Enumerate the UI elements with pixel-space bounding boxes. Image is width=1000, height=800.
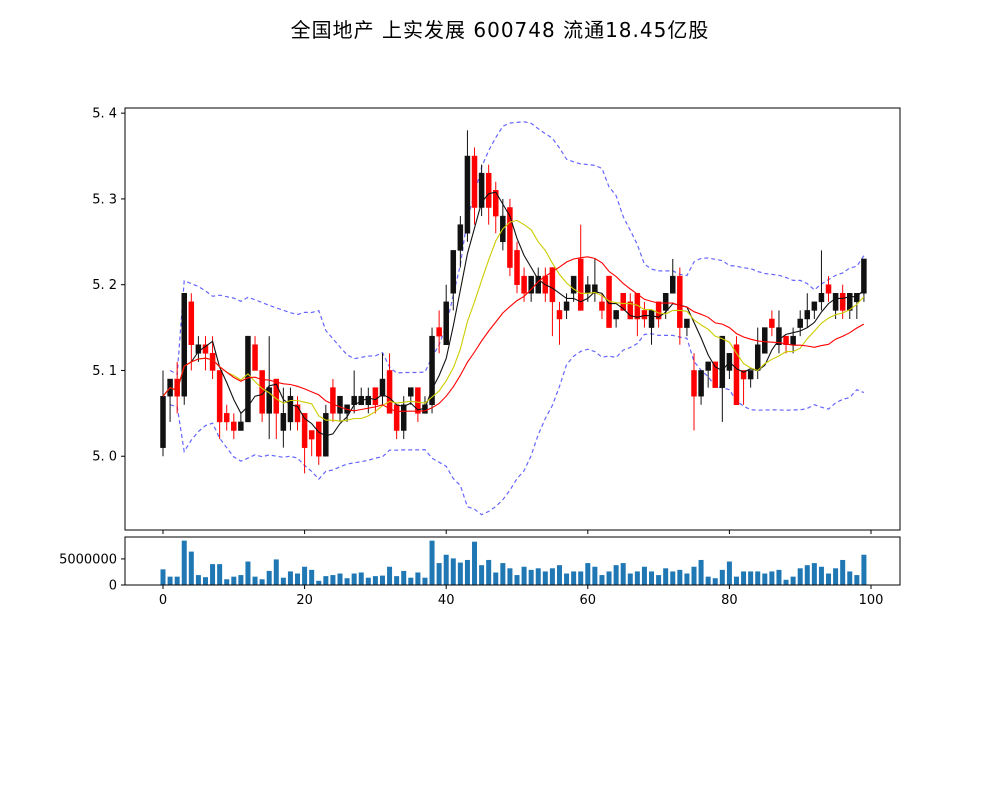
svg-text:80: 80 bbox=[721, 593, 738, 608]
svg-text:0: 0 bbox=[109, 579, 117, 594]
candlesticks bbox=[160, 130, 867, 474]
svg-text:5. 0: 5. 0 bbox=[92, 450, 117, 465]
axis-tick-labels: 5. 0 5. 1 5. 2 5. 3 5. 4 0 20 40 60 80 100 5000000 0 bbox=[59, 107, 883, 608]
svg-text:5000000: 5000000 bbox=[59, 552, 117, 567]
chart-title: 全国地产 上实发展 600748 流通18.45亿股 bbox=[290, 18, 710, 42]
volume-bars bbox=[160, 540, 867, 585]
bollinger-bands bbox=[169, 121, 865, 516]
svg-text:0: 0 bbox=[159, 593, 167, 608]
svg-text:5. 4: 5. 4 bbox=[92, 107, 117, 122]
svg-text:20: 20 bbox=[296, 593, 313, 608]
svg-text:60: 60 bbox=[580, 593, 597, 608]
moving-average-lines bbox=[162, 191, 865, 437]
svg-text:5. 2: 5. 2 bbox=[92, 278, 117, 293]
svg-text:5. 3: 5. 3 bbox=[92, 192, 117, 207]
svg-text:40: 40 bbox=[438, 593, 455, 608]
svg-text:100: 100 bbox=[859, 593, 884, 608]
axes-frame bbox=[121, 107, 901, 589]
svg-text:5. 1: 5. 1 bbox=[92, 364, 117, 379]
